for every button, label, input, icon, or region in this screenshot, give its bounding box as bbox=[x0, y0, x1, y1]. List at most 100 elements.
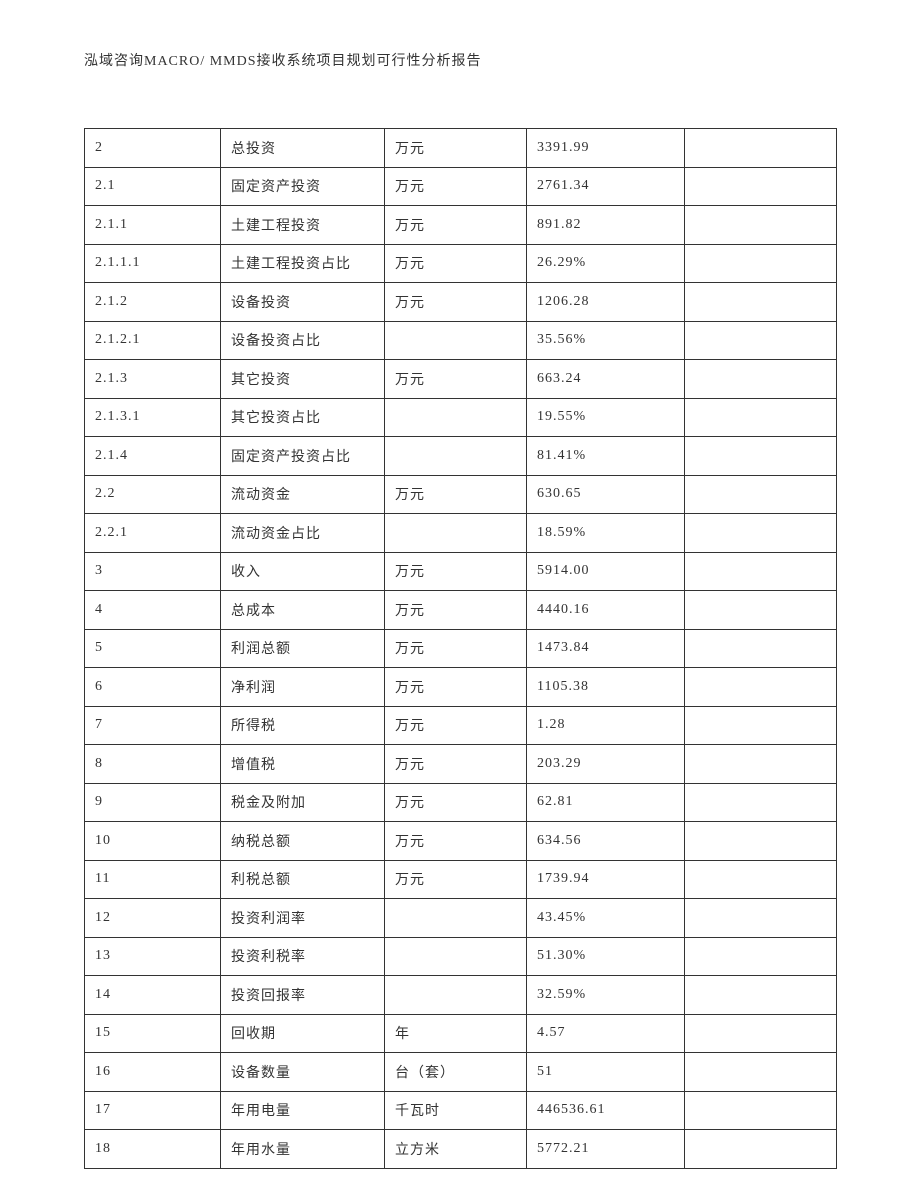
table-cell: 2.1.2 bbox=[85, 283, 221, 322]
table-cell: 630.65 bbox=[527, 475, 685, 514]
table-cell: 流动资金占比 bbox=[221, 514, 385, 553]
table-cell: 利润总额 bbox=[221, 629, 385, 668]
table-cell: 2.2 bbox=[85, 475, 221, 514]
table-cell bbox=[685, 1053, 837, 1092]
table-cell bbox=[685, 514, 837, 553]
table-cell: 2 bbox=[85, 129, 221, 168]
table-cell: 5 bbox=[85, 629, 221, 668]
table-cell bbox=[685, 437, 837, 476]
table-cell bbox=[385, 899, 527, 938]
table-cell: 18.59% bbox=[527, 514, 685, 553]
table-cell: 所得税 bbox=[221, 706, 385, 745]
table-cell: 万元 bbox=[385, 860, 527, 899]
table-cell: 税金及附加 bbox=[221, 783, 385, 822]
table-cell: 万元 bbox=[385, 129, 527, 168]
table-row: 18年用水量立方米5772.21 bbox=[85, 1130, 837, 1169]
table-cell: 年用电量 bbox=[221, 1091, 385, 1130]
table-row: 12投资利润率43.45% bbox=[85, 899, 837, 938]
table-cell: 设备数量 bbox=[221, 1053, 385, 1092]
table-row: 6净利润万元1105.38 bbox=[85, 668, 837, 707]
table-row: 4总成本万元4440.16 bbox=[85, 591, 837, 630]
table-cell: 增值税 bbox=[221, 745, 385, 784]
table-cell: 2.1.2.1 bbox=[85, 321, 221, 360]
table-cell: 投资回报率 bbox=[221, 976, 385, 1015]
table-cell: 土建工程投资占比 bbox=[221, 244, 385, 283]
table-cell: 万元 bbox=[385, 668, 527, 707]
table-cell: 203.29 bbox=[527, 745, 685, 784]
table-cell bbox=[685, 745, 837, 784]
table-cell: 4 bbox=[85, 591, 221, 630]
table-cell: 固定资产投资 bbox=[221, 167, 385, 206]
table-cell bbox=[685, 860, 837, 899]
table-cell: 总成本 bbox=[221, 591, 385, 630]
table-cell bbox=[385, 321, 527, 360]
table-cell: 万元 bbox=[385, 745, 527, 784]
table-cell bbox=[685, 1014, 837, 1053]
table-cell: 9 bbox=[85, 783, 221, 822]
table-row: 2.1.3.1其它投资占比19.55% bbox=[85, 398, 837, 437]
table-cell: 16 bbox=[85, 1053, 221, 1092]
table-cell: 万元 bbox=[385, 706, 527, 745]
table-cell: 万元 bbox=[385, 629, 527, 668]
table-cell: 2.1.3.1 bbox=[85, 398, 221, 437]
table-row: 2.1.2设备投资万元1206.28 bbox=[85, 283, 837, 322]
table-cell: 固定资产投资占比 bbox=[221, 437, 385, 476]
table-cell bbox=[685, 591, 837, 630]
table-cell: 663.24 bbox=[527, 360, 685, 399]
table-cell: 1.28 bbox=[527, 706, 685, 745]
table-cell bbox=[385, 514, 527, 553]
table-cell: 51 bbox=[527, 1053, 685, 1092]
table-cell: 其它投资占比 bbox=[221, 398, 385, 437]
table-cell: 10 bbox=[85, 822, 221, 861]
table-cell: 17 bbox=[85, 1091, 221, 1130]
table-cell bbox=[685, 360, 837, 399]
table-cell: 设备投资 bbox=[221, 283, 385, 322]
table-cell: 51.30% bbox=[527, 937, 685, 976]
table-cell: 净利润 bbox=[221, 668, 385, 707]
table-cell: 纳税总额 bbox=[221, 822, 385, 861]
page-header: 泓域咨询MACRO/ MMDS接收系统项目规划可行性分析报告 bbox=[84, 50, 482, 70]
table-cell bbox=[685, 398, 837, 437]
table-cell: 5914.00 bbox=[527, 552, 685, 591]
table-cell bbox=[385, 976, 527, 1015]
table-cell: 3391.99 bbox=[527, 129, 685, 168]
table-cell: 万元 bbox=[385, 360, 527, 399]
table-cell bbox=[685, 668, 837, 707]
table-cell: 2.1.3 bbox=[85, 360, 221, 399]
table-row: 17年用电量千瓦时446536.61 bbox=[85, 1091, 837, 1130]
table-cell: 62.81 bbox=[527, 783, 685, 822]
table-cell bbox=[685, 706, 837, 745]
table-cell: 32.59% bbox=[527, 976, 685, 1015]
table-cell: 万元 bbox=[385, 591, 527, 630]
table-cell: 投资利税率 bbox=[221, 937, 385, 976]
table-cell: 18 bbox=[85, 1130, 221, 1169]
table-cell: 利税总额 bbox=[221, 860, 385, 899]
table-cell bbox=[685, 475, 837, 514]
table-cell bbox=[685, 244, 837, 283]
table-cell bbox=[385, 937, 527, 976]
table-cell: 81.41% bbox=[527, 437, 685, 476]
table-row: 2.1.1.1土建工程投资占比万元26.29% bbox=[85, 244, 837, 283]
table-cell: 总投资 bbox=[221, 129, 385, 168]
table-row: 2总投资万元3391.99 bbox=[85, 129, 837, 168]
table-cell: 万元 bbox=[385, 244, 527, 283]
table-row: 3收入万元5914.00 bbox=[85, 552, 837, 591]
table-cell bbox=[685, 1091, 837, 1130]
table-cell: 35.56% bbox=[527, 321, 685, 360]
table-cell bbox=[385, 437, 527, 476]
table-cell bbox=[685, 783, 837, 822]
table-row: 2.1固定资产投资万元2761.34 bbox=[85, 167, 837, 206]
table-cell: 5772.21 bbox=[527, 1130, 685, 1169]
table-cell: 4440.16 bbox=[527, 591, 685, 630]
table-cell: 投资利润率 bbox=[221, 899, 385, 938]
table-cell bbox=[685, 937, 837, 976]
table-row: 16设备数量台（套）51 bbox=[85, 1053, 837, 1092]
table-cell bbox=[685, 899, 837, 938]
table-cell bbox=[685, 552, 837, 591]
table-cell: 年用水量 bbox=[221, 1130, 385, 1169]
table-cell: 3 bbox=[85, 552, 221, 591]
table-cell bbox=[685, 129, 837, 168]
table-cell: 回收期 bbox=[221, 1014, 385, 1053]
table-row: 7所得税万元1.28 bbox=[85, 706, 837, 745]
table-cell: 634.56 bbox=[527, 822, 685, 861]
